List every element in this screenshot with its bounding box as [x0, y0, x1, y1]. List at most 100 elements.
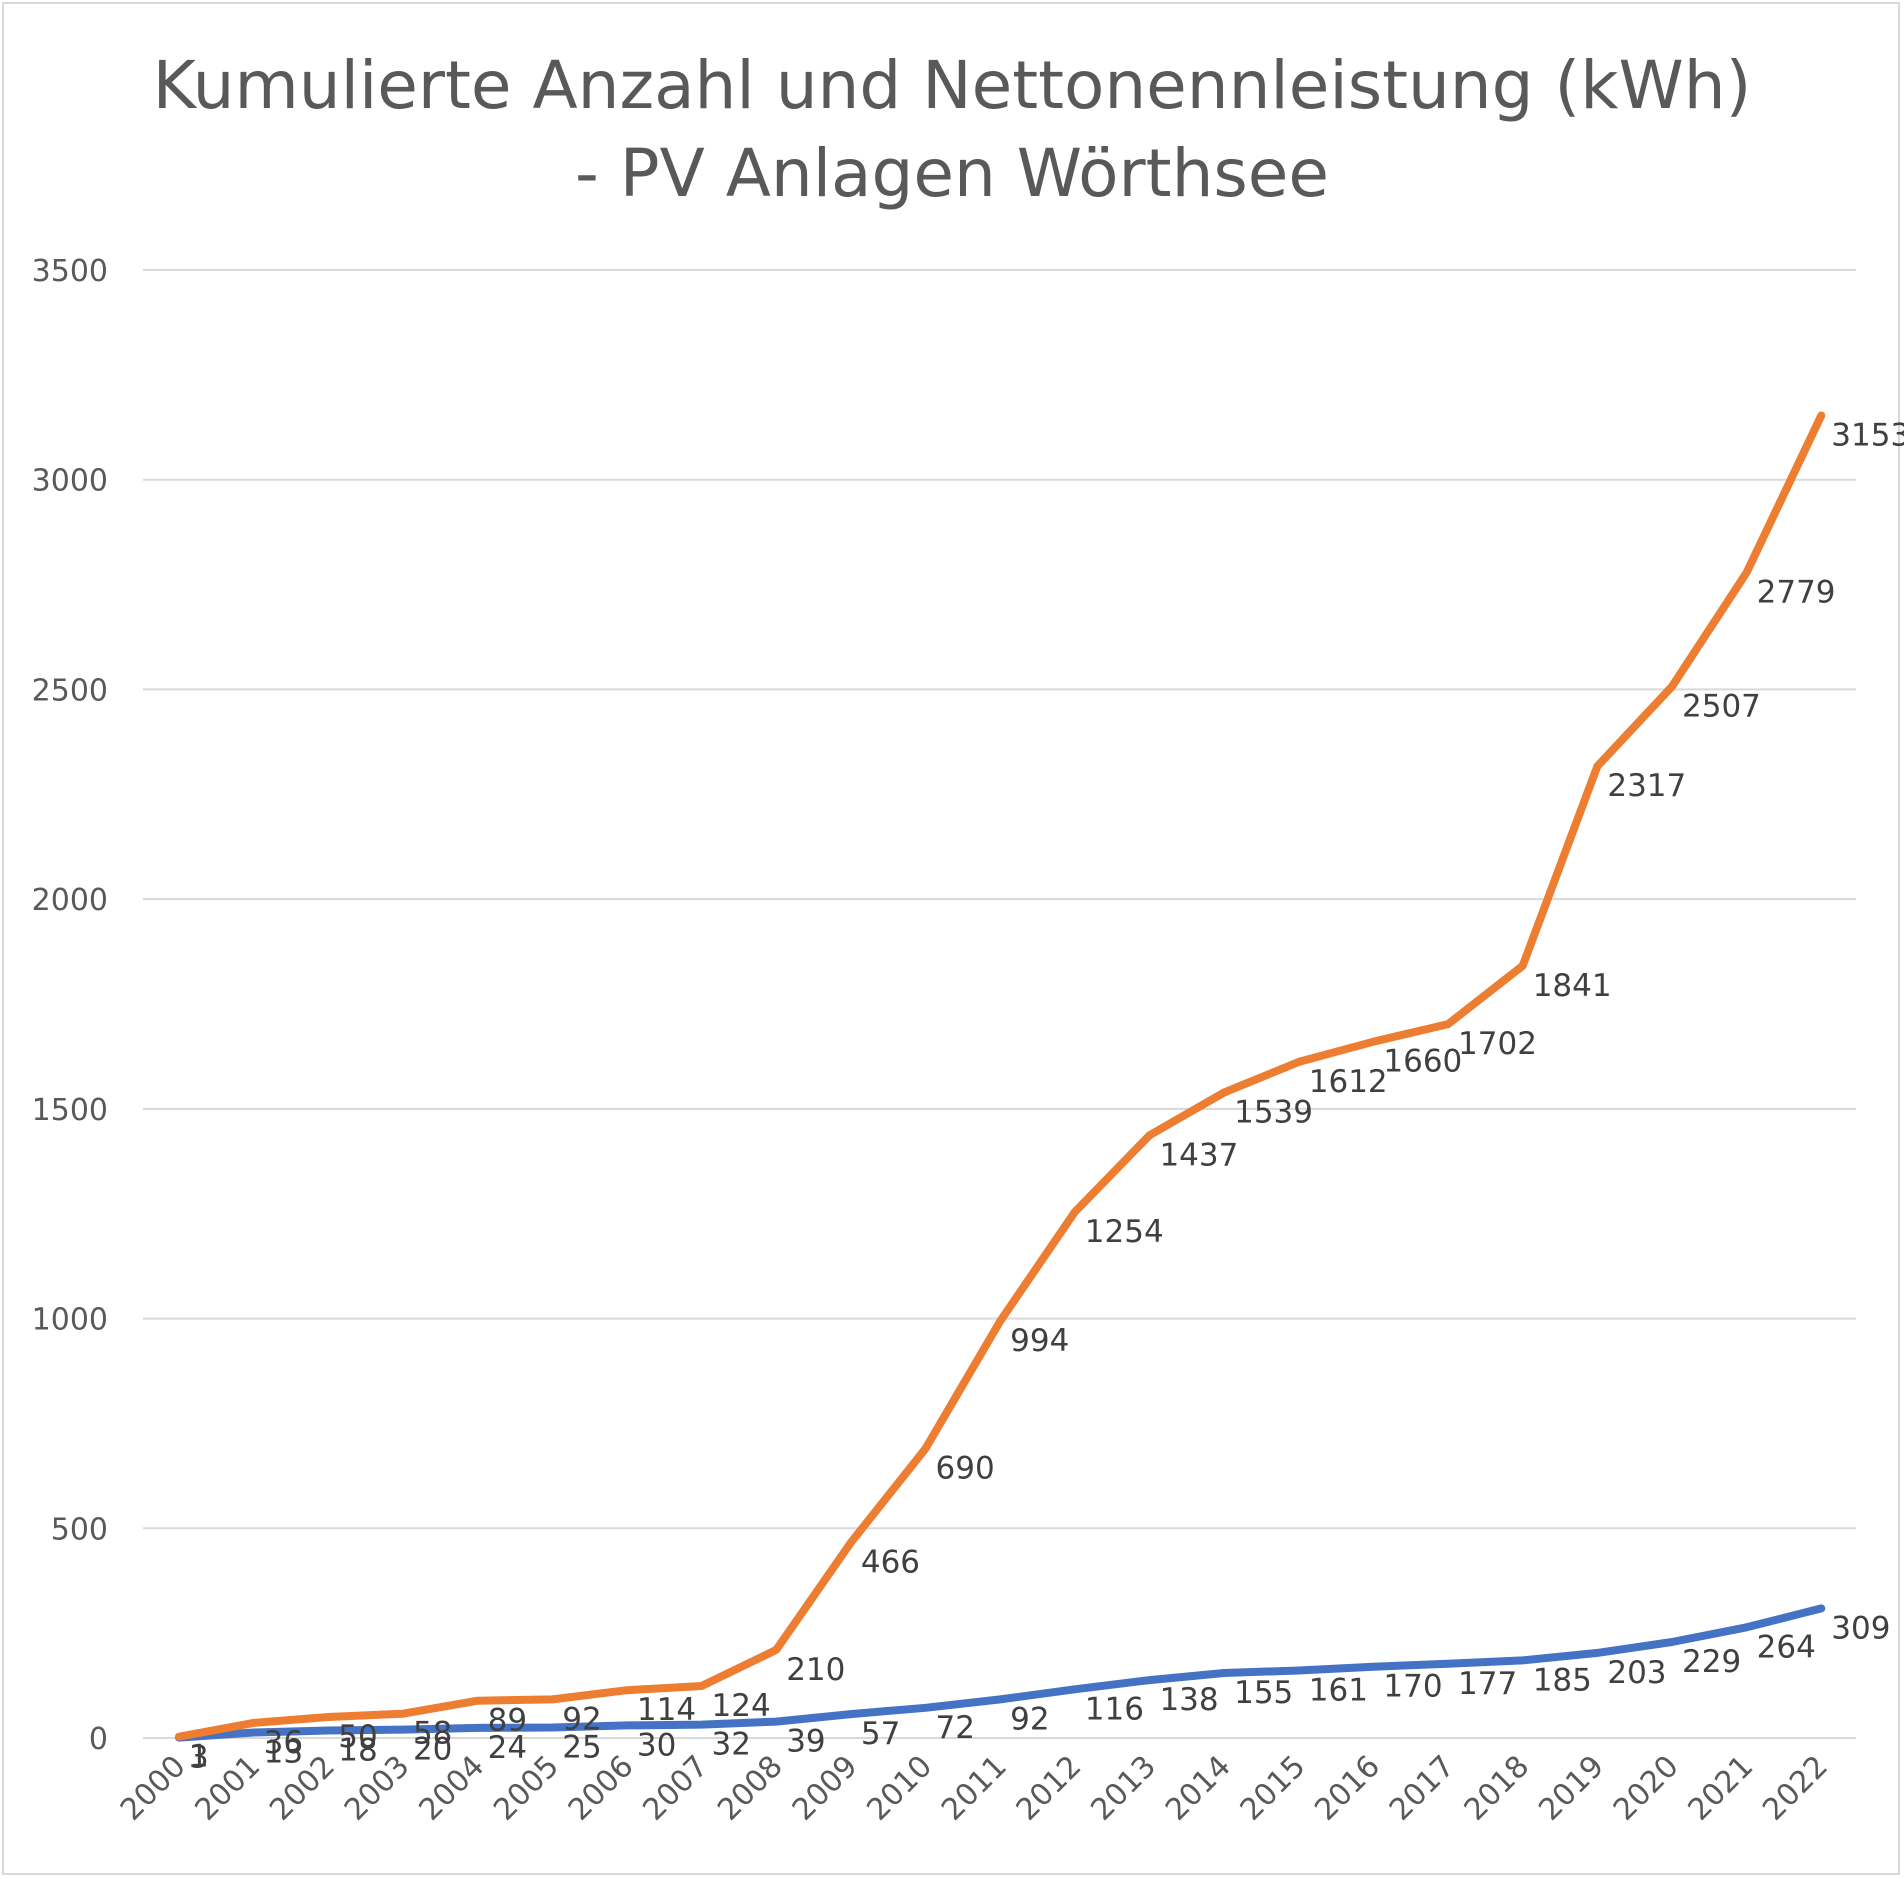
gridlines	[143, 269, 1856, 1739]
data-label: 20	[413, 1732, 452, 1768]
x-tick-label: 2009	[786, 1749, 865, 1828]
data-labels: 3 13 18 20 24 25 30 32 39 57 72 92 116 138 155 161 170 17…	[189, 418, 1904, 1776]
data-label: 229	[1682, 1644, 1741, 1680]
data-label: 3	[189, 1740, 209, 1776]
data-label: 264	[1757, 1629, 1816, 1665]
data-point	[477, 1727, 479, 1729]
data-label: 25	[562, 1730, 601, 1766]
data-point	[1522, 965, 1524, 967]
data-point	[850, 1713, 852, 1715]
data-point	[1372, 1041, 1374, 1043]
data-label: 161	[1309, 1672, 1368, 1708]
chart-title-line-2: - PV Anlagen Wörthsee	[575, 135, 1329, 212]
data-point	[178, 1736, 180, 1738]
data-point	[1148, 1134, 1150, 1136]
data-label: 32	[712, 1727, 751, 1763]
data-label: 1841	[1533, 968, 1612, 1004]
x-tick-label: 2021	[1682, 1749, 1761, 1828]
data-label: 18	[338, 1732, 377, 1768]
data-label: 690	[936, 1451, 995, 1487]
data-point	[1596, 765, 1598, 767]
data-point	[1447, 1023, 1449, 1025]
data-point	[1820, 415, 1822, 417]
chart-title-line-1: Kumulierte Anzahl und Nettonennleistung …	[153, 47, 1752, 124]
data-label: 2507	[1682, 688, 1761, 724]
data-point	[1372, 1666, 1374, 1668]
data-label: 994	[1010, 1323, 1069, 1359]
data-point	[1671, 1641, 1673, 1643]
data-point	[626, 1724, 628, 1726]
x-tick-label: 2015	[1234, 1749, 1313, 1828]
data-label: 1	[189, 1739, 209, 1775]
x-tick-label: 2010	[860, 1749, 939, 1828]
data-label: 466	[861, 1545, 920, 1581]
data-label: 30	[637, 1727, 676, 1763]
x-tick-label: 2022	[1756, 1749, 1835, 1828]
data-point	[1298, 1669, 1300, 1671]
data-label: 210	[786, 1652, 845, 1688]
x-tick-label: 2016	[1308, 1749, 1387, 1828]
data-label: 2779	[1757, 574, 1836, 610]
data-point	[1298, 1061, 1300, 1063]
data-label: 185	[1533, 1662, 1592, 1698]
data-point	[1447, 1663, 1449, 1665]
data-label: 203	[1607, 1655, 1666, 1691]
data-point	[701, 1724, 703, 1726]
data-point	[1820, 1607, 1822, 1609]
series-lines	[175, 411, 1826, 1742]
x-tick-label: 2000	[114, 1749, 193, 1828]
data-label: 36	[264, 1725, 303, 1761]
data-point	[402, 1713, 404, 1715]
data-point	[999, 1320, 1001, 1322]
data-label: 39	[786, 1724, 825, 1760]
y-tick-label: 1500	[32, 1093, 108, 1128]
data-point	[626, 1689, 628, 1691]
data-point	[327, 1716, 329, 1718]
y-tick-label: 3500	[32, 254, 108, 289]
data-point	[551, 1698, 553, 1700]
data-label: 116	[1085, 1691, 1144, 1727]
data-label: 72	[936, 1710, 975, 1746]
y-tick-label: 1000	[32, 1303, 108, 1338]
data-label: 24	[488, 1730, 527, 1766]
x-tick-label: 2012	[1010, 1749, 1089, 1828]
data-label: 92	[562, 1701, 601, 1737]
data-point	[1596, 1652, 1598, 1654]
data-label: 1612	[1309, 1064, 1388, 1100]
data-point	[551, 1727, 553, 1729]
data-label: 2317	[1607, 768, 1686, 804]
data-point	[327, 1729, 329, 1731]
data-label: 57	[861, 1716, 900, 1752]
x-tick-label: 2013	[1084, 1749, 1163, 1828]
data-label: 58	[413, 1716, 452, 1752]
data-point	[1223, 1091, 1225, 1093]
data-label: 170	[1383, 1669, 1442, 1705]
x-tick-label: 2011	[935, 1749, 1014, 1828]
data-label: 309	[1831, 1610, 1890, 1646]
data-label: 1254	[1085, 1214, 1164, 1250]
data-point	[1671, 685, 1673, 687]
data-point	[1522, 1659, 1524, 1661]
data-point	[1223, 1672, 1225, 1674]
y-tick-label: 2000	[32, 883, 108, 918]
data-point	[999, 1698, 1001, 1700]
data-point	[1746, 571, 1748, 573]
y-tick-label: 3000	[32, 464, 108, 499]
data-label: 3153	[1831, 418, 1904, 454]
y-tick-label: 0	[89, 1722, 108, 1757]
data-point	[1746, 1626, 1748, 1628]
data-point	[477, 1700, 479, 1702]
data-label: 177	[1458, 1666, 1517, 1702]
data-point	[1074, 1688, 1076, 1690]
data-point	[775, 1721, 777, 1723]
series-line-1	[175, 411, 1826, 1741]
y-tick-label: 2500	[32, 673, 108, 708]
x-tick-label: 2020	[1607, 1749, 1686, 1828]
data-label: 124	[712, 1688, 771, 1724]
data-label: 1437	[1159, 1137, 1238, 1173]
data-label: 1539	[1234, 1094, 1313, 1130]
y-tick-label: 500	[51, 1512, 108, 1547]
x-tick-label: 2014	[1159, 1749, 1238, 1828]
data-point	[1148, 1679, 1150, 1681]
